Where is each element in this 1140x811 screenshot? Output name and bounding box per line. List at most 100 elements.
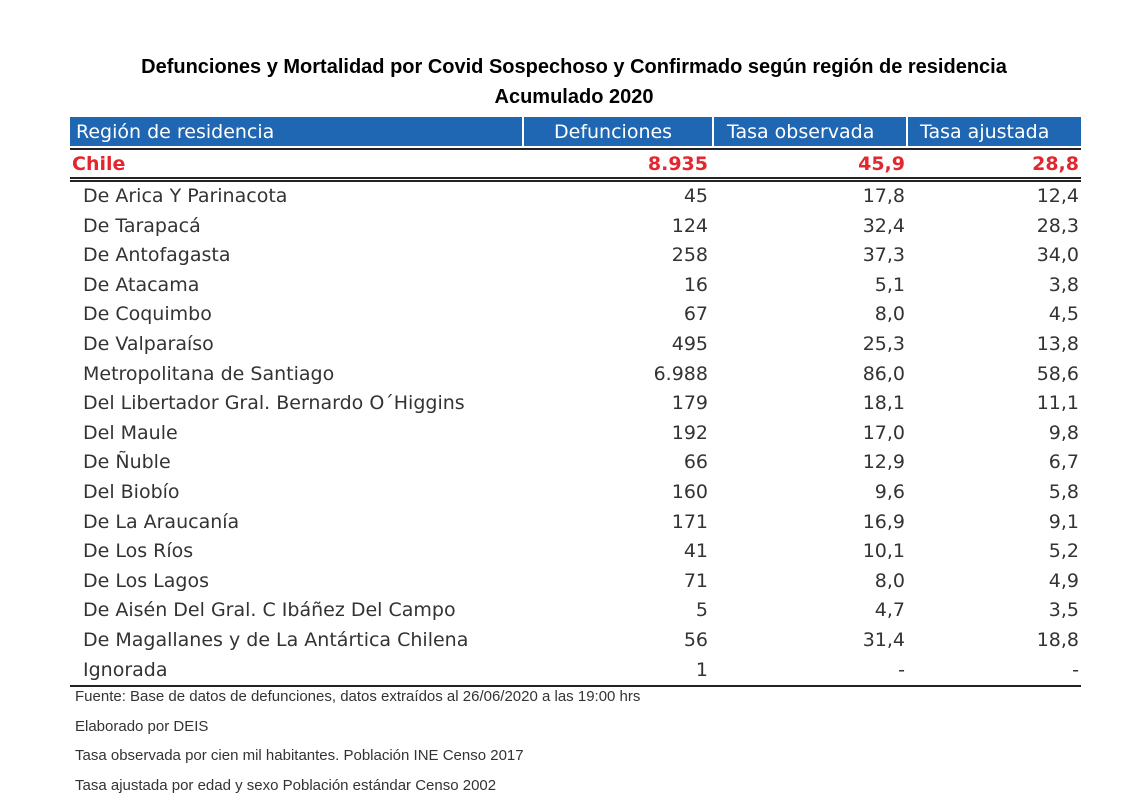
row-tasa-ajustada: 34,0 bbox=[1036, 244, 1079, 267]
row-tasa-observada: 31,4 bbox=[862, 628, 905, 651]
row-tasa-observada: 18,1 bbox=[862, 392, 905, 415]
table-header: Región de residencia Defunciones Tasa ob… bbox=[70, 117, 1081, 146]
row-tasa-ajustada: 13,8 bbox=[1036, 332, 1079, 355]
row-tasa-observada: 10,1 bbox=[862, 540, 905, 563]
row-region: Del Libertador Gral. Bernardo O´Higgins bbox=[83, 392, 465, 415]
row-tasa-observada: 5,1 bbox=[874, 273, 905, 296]
row-tasa-observada: - bbox=[898, 658, 905, 681]
total-tasa-ajustada: 28,8 bbox=[1032, 153, 1079, 175]
row-defunciones: 258 bbox=[671, 244, 708, 267]
header-defunciones: Defunciones bbox=[554, 121, 673, 143]
row-defunciones: 495 bbox=[671, 332, 708, 355]
table-row: De Antofagasta 258 37,3 34,0 bbox=[70, 241, 1081, 271]
row-defunciones: 71 bbox=[683, 569, 708, 592]
header-tasa-ajustada: Tasa ajustada bbox=[920, 121, 1050, 143]
table-row: Ignorada 1 - - bbox=[70, 656, 1081, 686]
table-body: De Arica Y Parinacota 45 17,8 12,4 De Tarapa… bbox=[70, 182, 1081, 685]
table-bottom-border bbox=[70, 685, 1081, 688]
total-tasa-observada: 45,9 bbox=[858, 153, 905, 175]
row-region: De Tarapacá bbox=[83, 214, 201, 237]
row-region: De Arica Y Parinacota bbox=[83, 185, 288, 207]
mortality-table: Región de residencia Defunciones Tasa ob… bbox=[70, 117, 1081, 688]
row-region: De Los Lagos bbox=[83, 569, 209, 592]
footnote-observed-rate: Tasa observada por cien mil habitantes. … bbox=[75, 747, 524, 764]
table-row: Metropolitana de Santiago 6.988 86,0 58,6 bbox=[70, 360, 1081, 390]
total-defunciones: 8.935 bbox=[647, 153, 708, 175]
row-defunciones: 192 bbox=[671, 421, 708, 444]
row-tasa-ajustada: 5,2 bbox=[1048, 540, 1079, 563]
row-region: De Coquimbo bbox=[83, 303, 212, 326]
row-tasa-observada: 17,0 bbox=[862, 421, 905, 444]
table-title: Defunciones y Mortalidad por Covid Sospe… bbox=[141, 56, 1007, 78]
table-row: Del Maule 192 17,0 9,8 bbox=[70, 419, 1081, 449]
row-defunciones: 67 bbox=[683, 303, 708, 326]
row-region: De Ñuble bbox=[83, 451, 171, 474]
row-tasa-observada: 12,9 bbox=[862, 451, 905, 474]
row-region: De Atacama bbox=[83, 273, 200, 296]
table-row: De Atacama 16 5,1 3,8 bbox=[70, 271, 1081, 301]
table-row: De Arica Y Parinacota 45 17,8 12,4 bbox=[70, 182, 1081, 212]
row-tasa-observada: 9,6 bbox=[874, 480, 905, 503]
row-tasa-observada: 32,4 bbox=[862, 214, 905, 237]
row-region: De Aisén Del Gral. C Ibáñez Del Campo bbox=[83, 599, 456, 622]
row-tasa-ajustada: 18,8 bbox=[1036, 628, 1079, 651]
row-tasa-observada: 86,0 bbox=[862, 362, 905, 385]
row-defunciones: 45 bbox=[683, 185, 708, 207]
table-row: Del Biobío 160 9,6 5,8 bbox=[70, 478, 1081, 508]
row-region: Metropolitana de Santiago bbox=[83, 362, 335, 385]
row-tasa-ajustada: 9,8 bbox=[1048, 421, 1079, 444]
row-tasa-ajustada: 9,1 bbox=[1048, 510, 1079, 533]
header-divider bbox=[906, 117, 908, 146]
row-tasa-observada: 17,8 bbox=[862, 185, 905, 207]
row-tasa-ajustada: 3,8 bbox=[1048, 273, 1079, 296]
row-tasa-observada: 16,9 bbox=[862, 510, 905, 533]
row-region: De Valparaíso bbox=[83, 332, 214, 355]
row-tasa-ajustada: 4,5 bbox=[1048, 303, 1079, 326]
header-divider bbox=[522, 117, 524, 146]
table-subtitle: Acumulado 2020 bbox=[494, 86, 654, 108]
row-region: De Antofagasta bbox=[83, 244, 231, 267]
table-row: De Los Lagos 71 8,0 4,9 bbox=[70, 567, 1081, 597]
table-row: De Valparaíso 495 25,3 13,8 bbox=[70, 330, 1081, 360]
table-row: De Coquimbo 67 8,0 4,5 bbox=[70, 300, 1081, 330]
header-divider bbox=[712, 117, 714, 146]
row-defunciones: 56 bbox=[683, 628, 708, 651]
row-defunciones: 1 bbox=[695, 658, 708, 681]
row-defunciones: 5 bbox=[695, 599, 708, 622]
row-region: Del Maule bbox=[83, 421, 178, 444]
row-tasa-observada: 4,7 bbox=[874, 599, 905, 622]
footnote-source: Fuente: Base de datos de defunciones, da… bbox=[75, 688, 641, 705]
row-tasa-observada: 8,0 bbox=[874, 569, 905, 592]
row-tasa-ajustada: 11,1 bbox=[1036, 392, 1079, 415]
row-tasa-ajustada: 28,3 bbox=[1036, 214, 1079, 237]
row-tasa-ajustada: 58,6 bbox=[1036, 362, 1079, 385]
row-defunciones: 16 bbox=[683, 273, 708, 296]
row-region: Del Biobío bbox=[83, 480, 180, 503]
row-tasa-ajustada: 3,5 bbox=[1048, 599, 1079, 622]
total-region: Chile bbox=[72, 153, 126, 175]
row-tasa-ajustada: - bbox=[1072, 658, 1079, 681]
row-defunciones: 124 bbox=[671, 214, 708, 237]
row-tasa-ajustada: 5,8 bbox=[1048, 480, 1079, 503]
table-row: De Ñuble 66 12,9 6,7 bbox=[70, 448, 1081, 478]
row-tasa-observada: 25,3 bbox=[862, 332, 905, 355]
row-defunciones: 171 bbox=[671, 510, 708, 533]
row-region: De La Araucanía bbox=[83, 510, 240, 533]
row-region: De Magallanes y de La Antártica Chilena bbox=[83, 628, 469, 651]
row-region: Ignorada bbox=[83, 658, 168, 681]
total-row: Chile 8.935 45,9 28,8 bbox=[70, 150, 1081, 177]
row-defunciones: 66 bbox=[683, 451, 708, 474]
table-row: De Los Ríos 41 10,1 5,2 bbox=[70, 537, 1081, 567]
double-divider bbox=[70, 177, 1081, 182]
row-region: De Los Ríos bbox=[83, 540, 194, 563]
header-region: Región de residencia bbox=[76, 121, 275, 143]
row-tasa-ajustada: 4,9 bbox=[1048, 569, 1079, 592]
row-defunciones: 160 bbox=[671, 480, 708, 503]
row-defunciones: 6.988 bbox=[653, 362, 708, 385]
row-defunciones: 41 bbox=[683, 540, 708, 563]
row-tasa-observada: 8,0 bbox=[874, 303, 905, 326]
footnote-adjusted-rate: Tasa ajustada por edad y sexo Población … bbox=[75, 776, 497, 794]
table-row: De Aisén Del Gral. C Ibáñez Del Campo 5 4,… bbox=[70, 596, 1081, 626]
table-row: De La Araucanía 171 16,9 9,1 bbox=[70, 508, 1081, 538]
footnotes: Fuente: Base de datos de defunciones, da… bbox=[75, 686, 640, 804]
